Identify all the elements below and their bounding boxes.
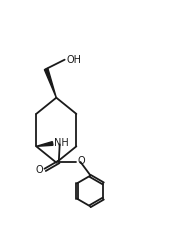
Text: NH: NH — [54, 139, 68, 149]
Polygon shape — [44, 68, 56, 98]
Text: O: O — [35, 165, 43, 175]
Polygon shape — [36, 142, 53, 146]
Text: O: O — [78, 156, 85, 166]
Text: OH: OH — [66, 55, 81, 65]
